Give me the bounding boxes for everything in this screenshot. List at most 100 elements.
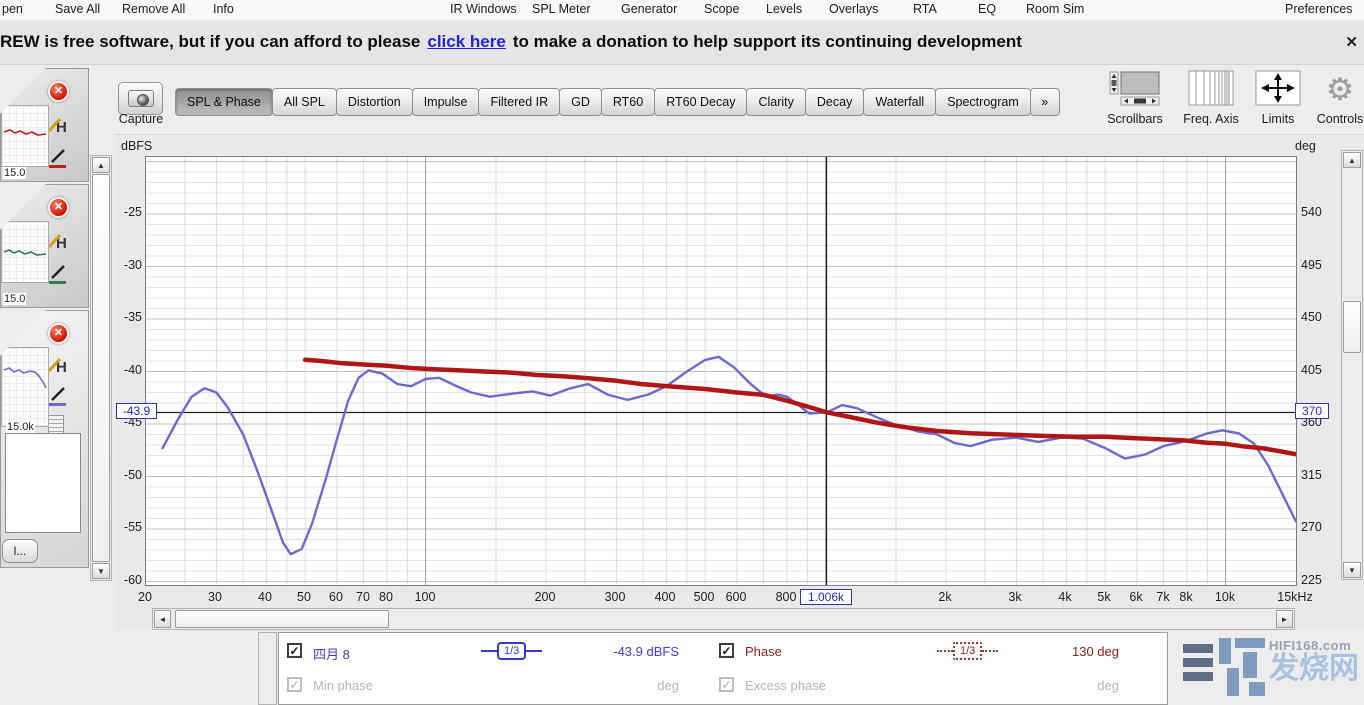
menu-item-room-sim[interactable]: Room Sim	[1026, 2, 1085, 16]
x-axis-tick: 7k	[1156, 590, 1170, 604]
phase-value: deg	[1097, 678, 1119, 693]
edit-name-icon[interactable]: H	[47, 355, 69, 377]
x-axis-tick: 40	[258, 590, 272, 604]
measurement-card-1[interactable]: ✕ H 15.0	[0, 68, 89, 182]
menu-item-spl-meter[interactable]: SPL Meter	[532, 2, 591, 16]
edit-name-icon[interactable]: H	[47, 231, 69, 253]
menu-item-preferences[interactable]: Preferences	[1285, 2, 1353, 16]
tab-overflow-button[interactable]: »	[1029, 88, 1060, 116]
scroll-down-icon[interactable]: ▼	[1343, 562, 1361, 578]
tab-distortion[interactable]: Distortion	[335, 88, 413, 116]
donation-link[interactable]: click here	[427, 32, 506, 51]
menu-item-overlays[interactable]: Overlays	[829, 2, 879, 16]
tab-spectrogram[interactable]: Spectrogram	[935, 88, 1031, 116]
menu-item-ir-windows[interactable]: IR Windows	[450, 2, 517, 16]
measurement-thumbnail[interactable]	[1, 221, 49, 283]
scrollbars-icon	[1109, 70, 1161, 111]
menu-item-save-all[interactable]: Save All	[55, 2, 101, 16]
sidebar-scrollbar[interactable]: ▲ ▼	[90, 155, 112, 581]
cursor-freq-readout: 1.006k	[800, 589, 852, 605]
tab-clarity[interactable]: Clarity	[746, 88, 806, 116]
tab-rt60-decay[interactable]: RT60 Decay	[654, 88, 748, 116]
menu-item-info[interactable]: Info	[213, 2, 234, 16]
menu-item-scope[interactable]: Scope	[704, 2, 740, 16]
y-left-tick: -50	[123, 468, 142, 482]
phase-checkbox[interactable]: ✓	[719, 643, 734, 658]
trace-color-icon[interactable]	[47, 147, 69, 169]
x-axis-tick: 20	[138, 590, 152, 604]
tab-all-spl[interactable]: All SPL	[271, 88, 337, 116]
y-right-tick: 225	[1301, 573, 1322, 587]
trace-label: Min phase	[313, 678, 373, 693]
measurement-thumbnail[interactable]	[1, 347, 49, 427]
measurement-card-2[interactable]: ✕ H 15.0	[0, 184, 89, 308]
graph-vertical-scrollbar[interactable]: ▲ ▼	[1341, 150, 1363, 580]
controls-button[interactable]: ⚙	[1316, 70, 1364, 110]
trace-color-icon[interactable]	[47, 385, 69, 407]
phase-label: Phase	[745, 644, 782, 659]
spl-phase-chart-panel: dBFS deg -25 -30 -35 -40 -45 -50 -55 -60 540 495 4…	[115, 134, 1364, 630]
menu-item-remove-all[interactable]: Remove All	[122, 2, 186, 16]
scrollbar-thumb[interactable]	[92, 174, 110, 562]
phase-checkbox[interactable]: ✓	[719, 677, 734, 692]
scrollbars-button[interactable]	[1104, 70, 1166, 110]
tab-waterfall[interactable]: Waterfall	[863, 88, 937, 116]
limits-icon	[1255, 70, 1301, 111]
delete-measurement-icon[interactable]: ✕	[48, 197, 69, 218]
tab-rt60[interactable]: RT60	[600, 88, 656, 116]
edit-name-icon[interactable]: H	[47, 115, 69, 137]
y-right-tick: 540	[1301, 205, 1322, 219]
legend-row: ✓ Min phase deg ✓ Excess phase deg	[279, 671, 1167, 701]
measurement-notes-area[interactable]	[5, 433, 81, 533]
menu-item-eq[interactable]: EQ	[978, 2, 997, 16]
x-axis-tick: 50	[297, 590, 311, 604]
menu-item-levels[interactable]: Levels	[766, 2, 803, 16]
scroll-down-icon[interactable]: ▼	[92, 563, 110, 579]
trace-checkbox[interactable]: ✓	[287, 677, 302, 692]
menu-item-pen[interactable]: pen	[2, 2, 23, 16]
trace-checkbox[interactable]: ✓	[287, 643, 302, 658]
scroll-up-icon[interactable]: ▲	[1343, 152, 1361, 168]
spl-phase-graph[interactable]	[146, 157, 1299, 585]
scroll-left-icon[interactable]: ◄	[154, 610, 171, 628]
scroll-right-icon[interactable]: ►	[1276, 610, 1293, 628]
cursor-phase-readout: 370	[1295, 403, 1329, 419]
menu-bar: pen Save All Remove All Info IR Windows SPL M…	[0, 0, 1364, 20]
banner-close-icon[interactable]: ✕	[1345, 34, 1358, 51]
y-right-tick: 450	[1301, 310, 1322, 324]
scrollbar-thumb[interactable]	[1343, 301, 1361, 353]
trace-label: 四月 8	[313, 647, 350, 662]
x-axis-tick: 2k	[938, 590, 952, 604]
freq-axis-button[interactable]	[1183, 70, 1239, 110]
smoothing-control[interactable]: 1/3	[481, 642, 543, 660]
measurement-card-3[interactable]: ✕ H 15.0k l...	[0, 310, 89, 568]
menu-item-rta[interactable]: RTA	[913, 2, 937, 16]
left-axis-title: dBFS	[121, 139, 153, 153]
scrollbar-thumb[interactable]	[175, 610, 389, 628]
delete-measurement-icon[interactable]: ✕	[48, 81, 69, 102]
notes-icon[interactable]	[48, 415, 64, 434]
camera-icon	[127, 90, 154, 107]
controls-button-label: Controls	[1316, 112, 1364, 126]
phase-smoothing-control[interactable]: 1/3	[937, 642, 999, 660]
legend-scrollbar[interactable]	[258, 632, 277, 705]
x-axis-tick: 10k	[1214, 590, 1236, 604]
tab-gd[interactable]: GD	[559, 88, 602, 116]
menu-item-generator[interactable]: Generator	[621, 2, 678, 16]
capture-button[interactable]	[118, 82, 163, 115]
plot-area[interactable]	[145, 156, 1299, 586]
tab-impulse[interactable]: Impulse	[411, 88, 480, 116]
freq-axis-icon	[1188, 70, 1234, 111]
scroll-up-icon[interactable]: ▲	[92, 157, 110, 173]
measurement-thumbnail[interactable]	[1, 105, 49, 167]
tab-spl-phase[interactable]: SPL & Phase	[175, 88, 273, 116]
tab-decay[interactable]: Decay	[804, 88, 865, 116]
trace-legend-panel: ✓ 四月 8 1/3 -43.9 dBFS ✓ Phase 1/3 130 deg ✓ Min p…	[278, 632, 1168, 705]
more-options-button[interactable]: l...	[2, 539, 38, 563]
tab-filtered-ir[interactable]: Filtered IR	[478, 88, 561, 116]
delete-measurement-icon[interactable]: ✕	[48, 323, 69, 344]
trace-color-icon[interactable]	[47, 263, 69, 285]
graph-horizontal-scrollbar[interactable]: ◄ ►	[152, 608, 1295, 630]
limits-button[interactable]	[1253, 70, 1303, 110]
watermark-logo	[1183, 644, 1213, 681]
